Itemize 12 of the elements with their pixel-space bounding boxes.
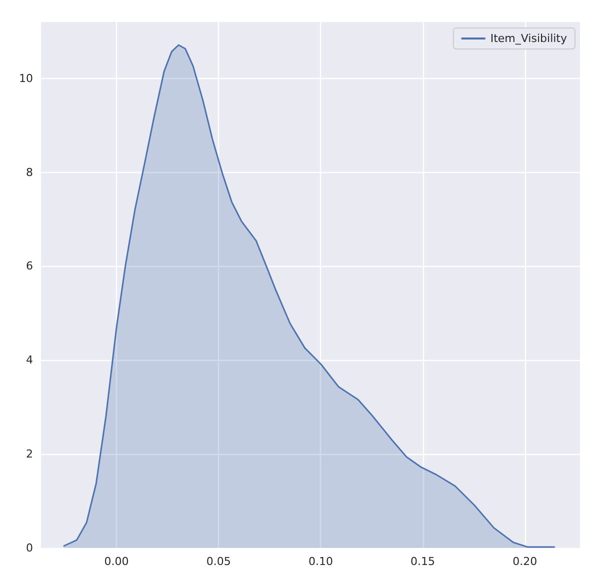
y-tick-label: 8	[26, 166, 33, 179]
y-tick-label: 10	[19, 72, 33, 85]
x-tick-label: 0.10	[308, 555, 333, 568]
legend-label: Item_Visibility	[490, 32, 568, 45]
y-tick-label: 2	[26, 448, 33, 461]
y-tick-label: 0	[26, 542, 33, 554]
y-tick-label: 4	[26, 354, 33, 367]
x-tick-label: 0.05	[206, 555, 231, 568]
y-tick-label: 6	[26, 260, 33, 273]
x-tick-label: 0.20	[512, 555, 538, 568]
x-tick-label: 0.00	[104, 555, 129, 568]
x-tick-label: 0.15	[410, 555, 436, 568]
